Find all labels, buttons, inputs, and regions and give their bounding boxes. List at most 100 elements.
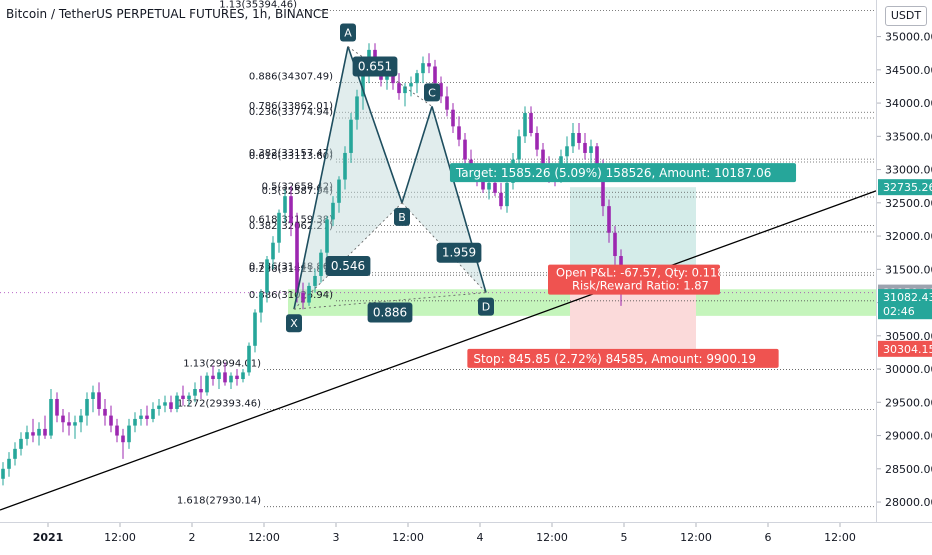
candle[interactable] (187, 392, 191, 406)
candle[interactable] (181, 385, 185, 406)
candle[interactable] (211, 365, 215, 386)
candle[interactable] (517, 129, 521, 167)
candle[interactable] (427, 53, 431, 74)
candle[interactable] (223, 362, 227, 386)
candle[interactable] (577, 123, 581, 150)
candle[interactable] (67, 412, 71, 436)
candle[interactable] (109, 405, 113, 433)
candle[interactable] (79, 408, 83, 433)
candle[interactable] (403, 83, 407, 107)
candle[interactable] (583, 132, 587, 160)
candle[interactable] (31, 418, 35, 443)
candle[interactable] (295, 212, 299, 303)
target-label[interactable]: Target: 1585.26 (5.09%) 158526, Amount: … (449, 163, 797, 183)
candle[interactable] (523, 106, 527, 143)
candle[interactable] (337, 176, 341, 213)
candle[interactable] (133, 412, 137, 433)
candle[interactable] (613, 226, 617, 266)
candle[interactable] (241, 369, 245, 383)
candle[interactable] (535, 126, 539, 157)
pnl-label[interactable]: Open P&L: -67.57, Qty: 0.118Risk/Reward … (548, 264, 725, 295)
ratio-badge[interactable]: 0.886 (367, 302, 413, 323)
candle[interactable] (121, 428, 125, 459)
candle[interactable] (205, 372, 209, 396)
candle[interactable] (349, 113, 353, 163)
candle[interactable] (433, 59, 437, 87)
candle[interactable] (19, 432, 23, 456)
pattern-point-c[interactable]: C (424, 83, 440, 102)
candle[interactable] (127, 418, 131, 449)
stop-label[interactable]: Stop: 845.85 (2.72%) 84585, Amount: 9900… (467, 348, 779, 368)
candle[interactable] (115, 418, 119, 443)
support-trendline[interactable] (0, 190, 877, 511)
candle[interactable] (283, 189, 287, 223)
pattern-point-a[interactable]: A (340, 23, 356, 42)
candle[interactable] (25, 425, 29, 446)
candle[interactable] (229, 372, 233, 390)
candle[interactable] (355, 89, 359, 130)
candle[interactable] (193, 382, 197, 403)
currency-button[interactable]: USDT (885, 6, 927, 26)
candle[interactable] (37, 422, 41, 446)
candle[interactable] (415, 69, 419, 94)
candle[interactable] (235, 369, 239, 386)
candle[interactable] (421, 56, 425, 84)
ratio-badge[interactable]: 0.546 (325, 255, 371, 276)
candle[interactable] (13, 442, 17, 466)
candle[interactable] (397, 73, 401, 100)
candle[interactable] (325, 216, 329, 260)
candle[interactable] (151, 402, 155, 423)
candle[interactable] (451, 103, 455, 133)
pattern-point-d[interactable]: D (478, 297, 494, 316)
candle[interactable] (61, 408, 65, 433)
candle[interactable] (409, 76, 413, 97)
ratio-badge[interactable]: 1.959 (436, 242, 482, 263)
candle[interactable] (301, 282, 305, 310)
candle[interactable] (145, 405, 149, 426)
candle[interactable] (439, 76, 443, 104)
candle[interactable] (163, 395, 167, 413)
candle[interactable] (7, 452, 11, 477)
candle[interactable] (457, 116, 461, 147)
candle[interactable] (247, 342, 251, 376)
candle[interactable] (43, 415, 47, 439)
candle[interactable] (607, 199, 611, 243)
candle[interactable] (565, 136, 569, 167)
ratio-badge[interactable]: 0.651 (352, 56, 398, 77)
candle[interactable] (157, 398, 161, 416)
candle[interactable] (103, 398, 107, 426)
candle[interactable] (265, 256, 269, 303)
candle[interactable] (55, 392, 59, 423)
candle[interactable] (289, 186, 293, 237)
candle[interactable] (217, 369, 221, 390)
pattern-leg-xa[interactable] (293, 46, 349, 310)
price-axis[interactable]: 28000.00 28500.00 29000.00 29500.00 30000.00… (876, 0, 932, 522)
candle[interactable] (199, 375, 203, 399)
pattern-point-x[interactable]: X (286, 314, 302, 333)
candle[interactable] (253, 309, 257, 353)
candle[interactable] (313, 269, 317, 293)
candle[interactable] (331, 196, 335, 227)
candle[interactable] (97, 382, 101, 416)
candle[interactable] (1, 462, 5, 486)
candle[interactable] (589, 139, 593, 163)
candle[interactable] (499, 182, 503, 210)
candle[interactable] (271, 236, 275, 270)
pattern-leg-bc[interactable] (401, 106, 433, 204)
candle[interactable] (445, 86, 449, 117)
candle[interactable] (139, 408, 143, 426)
candle[interactable] (259, 289, 263, 323)
candle[interactable] (73, 415, 77, 439)
candle[interactable] (169, 395, 173, 413)
candle[interactable] (277, 209, 281, 253)
candle[interactable] (319, 249, 323, 283)
candle[interactable] (49, 389, 53, 439)
candle[interactable] (505, 176, 509, 213)
candle[interactable] (85, 392, 89, 426)
candle[interactable] (343, 146, 347, 190)
pattern-point-b[interactable]: B (394, 207, 410, 226)
candle[interactable] (463, 132, 467, 167)
candle[interactable] (91, 385, 95, 413)
